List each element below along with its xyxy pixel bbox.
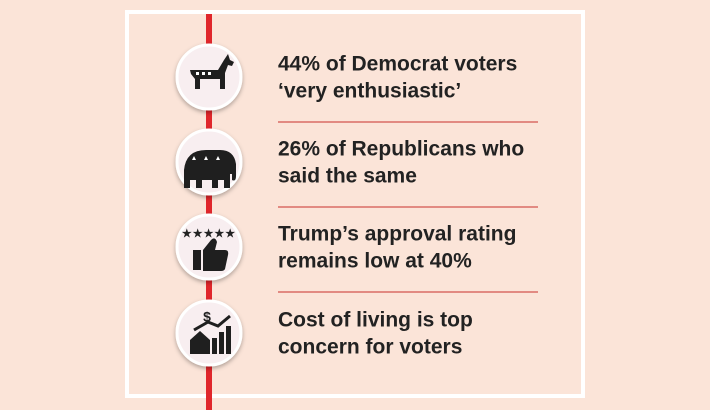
stars: ★★★★★: [182, 228, 236, 240]
item-text: said the same: [278, 165, 417, 188]
cost-icon: $: [190, 309, 231, 354]
item-text: Trump’s approval rating: [278, 223, 516, 246]
item-text: 44% of Democrat voters: [278, 53, 517, 76]
item-text: concern for voters: [278, 336, 462, 359]
donkey-icon: [190, 54, 234, 89]
dollar-sign: $: [203, 309, 211, 325]
item-text: Cost of living is top: [278, 309, 473, 332]
timeline: [206, 14, 212, 410]
thumbs-up-icon: ★★★★★: [182, 228, 236, 271]
item-text: 26% of Republicans who: [278, 138, 524, 161]
item-text: remains low at 40%: [278, 250, 472, 273]
elephant-icon: [184, 150, 236, 188]
frame: [125, 10, 585, 398]
item-text: ‘very enthusiastic’: [278, 80, 461, 103]
